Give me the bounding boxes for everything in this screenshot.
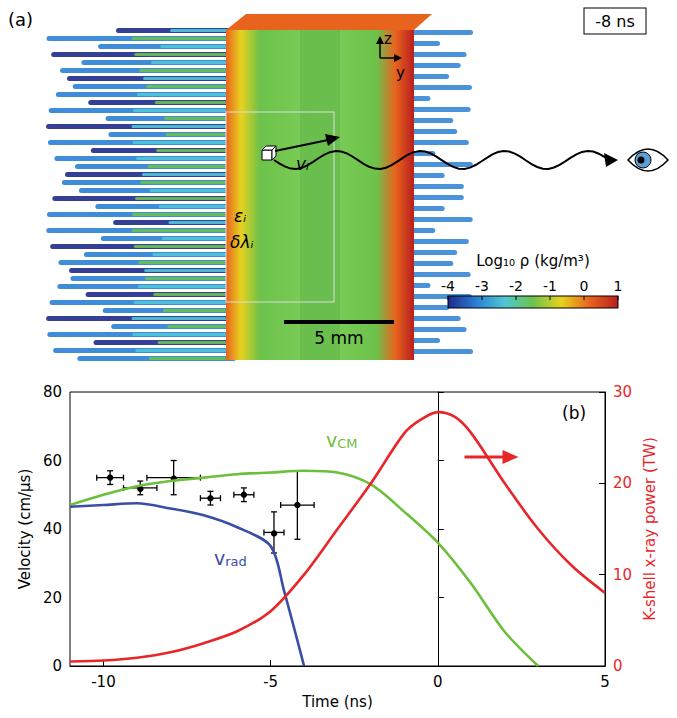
- svg-text:δλᵢ: δλᵢ: [230, 232, 254, 252]
- svg-text:(a): (a): [8, 9, 33, 30]
- svg-text:-2: -2: [509, 278, 523, 294]
- svg-text:(b): (b): [562, 403, 586, 423]
- svg-text:40: 40: [43, 520, 62, 538]
- svg-text:60: 60: [43, 452, 62, 470]
- svg-text:10: 10: [613, 566, 632, 584]
- svg-text:5: 5: [600, 673, 610, 691]
- svg-text:0: 0: [613, 657, 623, 675]
- svg-text:Velocity (cm/µs): Velocity (cm/µs): [16, 469, 34, 590]
- svg-text:CM: CM: [337, 436, 357, 451]
- svg-text:-10: -10: [91, 673, 116, 691]
- svg-text:rad: rad: [225, 554, 247, 569]
- svg-text:20: 20: [613, 474, 632, 492]
- svg-text:-5: -5: [263, 673, 278, 691]
- svg-text:y: y: [396, 64, 405, 82]
- svg-text:0: 0: [433, 673, 443, 691]
- svg-text:εᵢ: εᵢ: [234, 206, 246, 226]
- svg-text:Time (ns): Time (ns): [301, 693, 373, 711]
- svg-text:vᵢ: vᵢ: [296, 154, 309, 174]
- svg-text:-3: -3: [475, 278, 489, 294]
- svg-text:0: 0: [580, 278, 589, 294]
- svg-text:v: v: [326, 429, 337, 451]
- svg-text:80: 80: [43, 383, 62, 401]
- svg-text:K-shell x-ray power (TW): K-shell x-ray power (TW): [641, 437, 659, 620]
- svg-text:30: 30: [613, 383, 632, 401]
- svg-text:-1: -1: [543, 278, 557, 294]
- svg-text:1: 1: [614, 278, 623, 294]
- svg-text:z: z: [384, 30, 392, 48]
- svg-text:Log₁₀ ρ (kg/m³): Log₁₀ ρ (kg/m³): [476, 252, 589, 270]
- svg-text:v: v: [214, 547, 225, 569]
- svg-text:-8 ns: -8 ns: [595, 12, 635, 31]
- svg-text:20: 20: [43, 589, 62, 607]
- svg-text:5 mm: 5 mm: [314, 328, 363, 348]
- svg-text:0: 0: [52, 657, 62, 675]
- svg-text:-4: -4: [441, 278, 455, 294]
